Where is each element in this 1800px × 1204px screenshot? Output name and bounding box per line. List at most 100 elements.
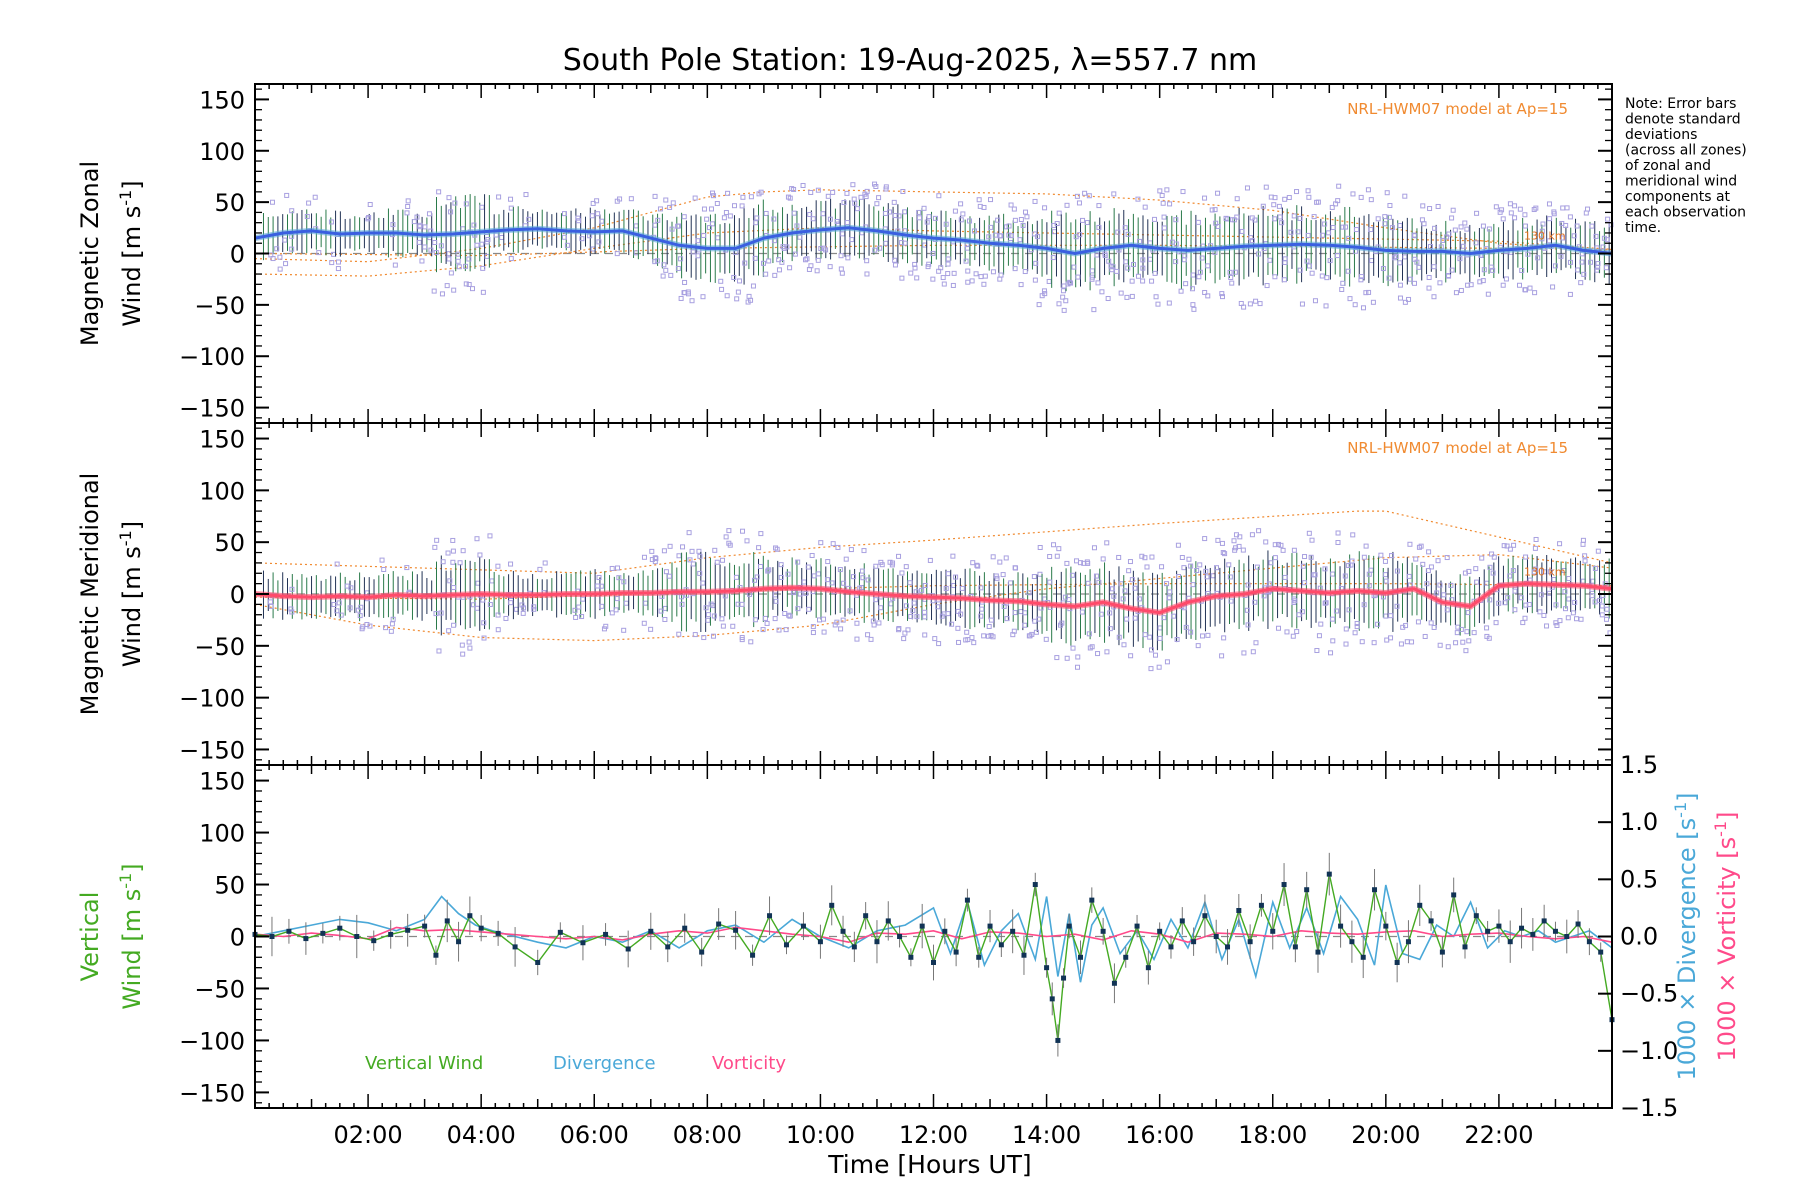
zone-sample	[1503, 276, 1509, 282]
zone-sample	[1104, 540, 1110, 546]
vertical-wind-point	[1202, 913, 1208, 919]
zone-sample	[1574, 223, 1580, 229]
zone-sample	[438, 243, 444, 249]
zone-sample	[1116, 554, 1122, 560]
zone-sample	[1473, 566, 1479, 572]
zone-sample	[1256, 528, 1262, 534]
zone-sample	[1389, 553, 1395, 559]
vertical-wind-point	[716, 921, 722, 927]
zone-sample	[1366, 289, 1372, 295]
zone-sample	[1144, 564, 1150, 570]
zone-sample	[916, 209, 922, 215]
zone-sample	[1352, 302, 1358, 308]
zone-sample	[1589, 223, 1595, 229]
zone-sample	[787, 613, 793, 619]
vertical-wind-point	[1451, 892, 1457, 898]
zone-sample	[451, 287, 457, 293]
zone-sample	[1489, 551, 1495, 557]
zone-sample	[1339, 286, 1345, 292]
zone-sample	[789, 186, 795, 192]
zone-sample	[973, 271, 979, 277]
zone-sample	[1464, 629, 1470, 635]
zone-sample	[1388, 635, 1394, 641]
zone-sample	[858, 194, 864, 200]
zone-sample	[1116, 634, 1122, 640]
zone-sample	[801, 579, 807, 585]
zone-sample	[754, 574, 760, 580]
zone-sample	[1070, 645, 1076, 651]
zone-sample	[711, 613, 717, 619]
zone-sample	[1511, 542, 1517, 548]
zone-sample	[1122, 225, 1128, 231]
vertical-wind-point	[1417, 902, 1423, 908]
zone-sample	[1466, 568, 1472, 574]
zone-sample	[267, 599, 273, 605]
zone-sample	[696, 548, 702, 554]
zone-sample	[712, 547, 718, 553]
zone-sample	[1129, 293, 1135, 299]
zone-sample	[1152, 652, 1158, 658]
zone-sample	[1161, 615, 1167, 621]
zone-sample	[1277, 214, 1283, 220]
vertical-wind-point	[897, 934, 903, 939]
vertical-wind-point	[1519, 925, 1525, 931]
vertical-wind-point	[535, 959, 541, 965]
zone-sample	[776, 267, 782, 273]
zone-sample	[508, 256, 514, 262]
zone-sample	[774, 546, 780, 552]
zone-sample	[1505, 595, 1511, 601]
zone-sample	[1232, 269, 1238, 275]
zone-sample	[452, 200, 458, 206]
vertical-wind-point	[1089, 897, 1095, 903]
zone-sample	[348, 585, 354, 591]
zone-sample	[1018, 609, 1024, 615]
zone-sample	[874, 201, 880, 207]
zone-sample	[1215, 537, 1221, 543]
zone-sample	[1194, 568, 1200, 574]
zone-sample	[950, 282, 956, 288]
zone-sample	[851, 574, 857, 580]
y-tick-label: −100	[179, 685, 245, 713]
note-line: (across all zones)	[1625, 143, 1747, 159]
panel-1: NRL-HWM07 model at Ap=15 130 km 150 100 50 0 −…	[76, 83, 1614, 424]
vertical-wind-point	[908, 954, 914, 960]
zone-sample	[335, 259, 341, 265]
vertical-wind-point	[1061, 975, 1067, 981]
zone-sample	[697, 570, 703, 576]
zone-sample	[834, 218, 840, 224]
zone-sample	[981, 204, 987, 210]
zone-sample	[1253, 640, 1259, 646]
vertical-wind-point	[1258, 902, 1264, 908]
zone-sample	[1422, 633, 1428, 639]
zone-sample	[847, 608, 853, 614]
zone-sample	[959, 585, 965, 591]
zone-sample	[891, 199, 897, 205]
zone-sample	[1076, 200, 1082, 206]
zone-sample	[1254, 564, 1260, 570]
zone-sample	[1335, 540, 1341, 546]
zone-sample	[1550, 284, 1556, 290]
zone-sample	[1406, 296, 1412, 302]
zone-sample	[531, 604, 537, 610]
vertical-wind-point	[1123, 954, 1129, 960]
zone-sample	[432, 544, 438, 550]
zone-sample	[367, 202, 373, 208]
zone-sample	[945, 261, 951, 267]
zone-sample	[803, 590, 809, 596]
zone-sample	[1022, 610, 1028, 616]
zone-sample	[1552, 263, 1558, 269]
zone-sample	[740, 194, 746, 200]
zone-sample	[1203, 568, 1209, 574]
zone-sample	[786, 612, 792, 618]
zone-sample	[1056, 210, 1062, 216]
vertical-wind-point	[1191, 939, 1197, 945]
zone-sample	[763, 271, 769, 277]
zone-sample	[896, 627, 902, 633]
zone-sample	[649, 548, 655, 554]
zone-sample	[815, 187, 821, 193]
zone-sample	[708, 206, 714, 212]
zone-sample	[1209, 207, 1215, 213]
vertical-wind-point	[767, 913, 773, 919]
zone-sample	[703, 605, 709, 611]
zone-sample	[594, 198, 600, 204]
